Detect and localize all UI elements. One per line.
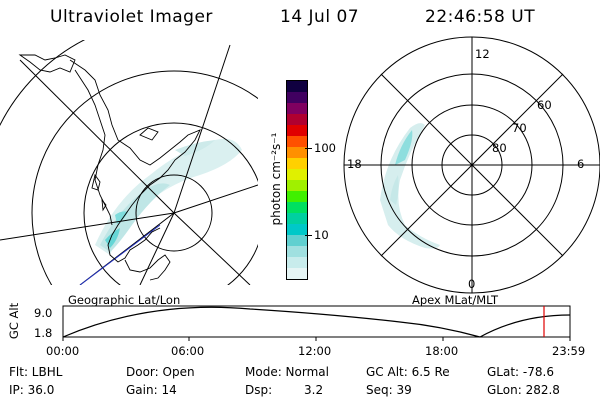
mlat-label-60: 60: [537, 98, 552, 112]
orbit-ytick-bottom: 1.8: [34, 326, 53, 340]
info-sequence: Seq: 39: [366, 383, 412, 397]
colorbar-segment: [287, 213, 307, 224]
info-dsp-value: 3.2: [304, 383, 324, 397]
colorbar-segment: [287, 103, 307, 114]
geo-meridian: [0, 212, 175, 241]
info-filter: Flt: LBHL: [9, 365, 63, 379]
mlt-label-18: 18: [347, 157, 362, 171]
colorbar-segment: [287, 224, 307, 235]
geo-meridian: [173, 212, 251, 285]
colorbar-tick-10: 10: [314, 228, 329, 242]
orbit-ytick-top: 9.0: [34, 306, 53, 320]
colorbar-segment: [287, 158, 307, 169]
mlat-label-70: 70: [512, 121, 527, 135]
orbit-xtick-4: 23:59: [552, 344, 586, 358]
geo-coastline: [91, 173, 107, 212]
polar-aurora-emission: [380, 123, 440, 249]
polar-diagonal: [380, 73, 564, 257]
mlt-label-6: 6: [577, 157, 585, 171]
geo-coastline: [18, 54, 76, 73]
colorbar-segment: [287, 235, 307, 246]
orbit-xtick-1: 06:00: [171, 344, 205, 358]
colorbar-segment: [287, 257, 307, 268]
colorbar-segment: [287, 180, 307, 191]
info-geo-latitude: GLat: -78.6: [487, 365, 554, 379]
mlt-label-0: 0: [468, 277, 476, 291]
geo-lat-circle-80: [135, 174, 213, 252]
colorbar-segment: [287, 92, 307, 103]
geo-coastline: [74, 69, 113, 226]
geo-meridian: [139, 212, 175, 285]
info-gain: Gain: 14: [126, 383, 177, 397]
instrument-title: Ultraviolet Imager: [50, 7, 213, 27]
geo-terminator-line: [79, 224, 161, 285]
orbit-xtick-2: 12:00: [298, 344, 332, 358]
orbit-plot-frame: [62, 305, 571, 338]
mlat-label-80: 80: [492, 141, 507, 155]
polar-panel-caption: Apex MLat/MLT: [412, 293, 499, 307]
date-label: 14 Jul 07: [280, 7, 360, 27]
geo-panel-caption: Geographic Lat/Lon: [68, 293, 181, 307]
time-label: 22:46:58 UT: [425, 7, 536, 27]
info-door: Door: Open: [126, 365, 195, 379]
colorbar-segment: [287, 136, 307, 147]
orbit-ylabel: GC Alt: [7, 302, 21, 340]
orbit-altitude-curve: [62, 306, 571, 338]
colorbar-segment: [287, 202, 307, 213]
colorbar-segment: [287, 191, 307, 202]
geo-lat-circle-60: [31, 70, 258, 285]
geo-coastline: [69, 59, 201, 263]
mlt-label-12: 12: [475, 47, 490, 61]
colorbar-segment: [287, 246, 307, 257]
colorbar-segment: [287, 268, 307, 279]
geo-meridian: [173, 44, 231, 214]
info-gc-altitude: GC Alt: 6.5 Re: [366, 365, 450, 379]
colorbar-segment: [287, 114, 307, 125]
info-ip: IP: 36.0: [9, 383, 55, 397]
geo-meridian: [19, 59, 175, 214]
colorbar-segment: [287, 147, 307, 158]
colorbar: [286, 80, 308, 280]
geo-lat-circle-70: [83, 122, 258, 285]
colorbar-tick-100: 100: [314, 141, 336, 155]
info-mode: Mode: Normal: [245, 365, 329, 379]
orbit-xtick-0: 00:00: [46, 344, 80, 358]
colorbar-tick-marks: [305, 80, 313, 278]
colorbar-segment: [287, 81, 307, 92]
colorbar-segment: [287, 169, 307, 180]
geo-coastline: [124, 254, 171, 281]
colorbar-segment: [287, 125, 307, 136]
geo-meridian: [173, 184, 258, 214]
orbit-xtick-marks: [62, 337, 571, 341]
info-dsp-label: Dsp:: [245, 383, 273, 397]
geo-coastline: [139, 127, 159, 141]
info-geo-longitude: GLon: 282.8: [487, 383, 560, 397]
orbit-xtick-3: 18:00: [425, 344, 459, 358]
